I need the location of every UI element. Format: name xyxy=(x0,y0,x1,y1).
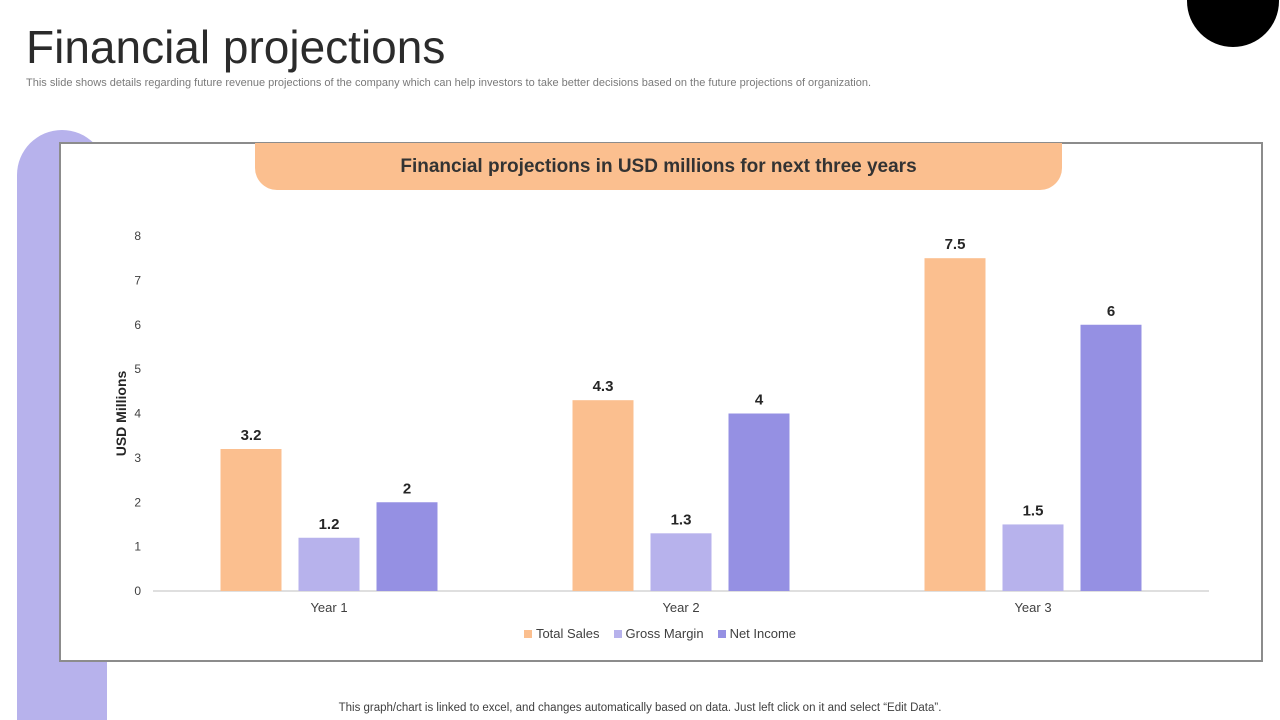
y-tick-label: 8 xyxy=(134,229,141,243)
page-title: Financial projections xyxy=(26,21,446,73)
legend-swatch-total-sales xyxy=(523,629,532,638)
x-tick-label: Year 3 xyxy=(1014,600,1051,615)
bar xyxy=(650,533,712,591)
x-tick-label: Year 1 xyxy=(310,600,347,615)
bar xyxy=(728,413,790,591)
y-tick-label: 3 xyxy=(134,451,141,465)
legend-swatch-net-income xyxy=(717,629,726,638)
bar-data-label: 1.3 xyxy=(671,511,692,528)
bar-data-label: 4 xyxy=(755,392,764,409)
legend-label-gross-margin: Gross Margin xyxy=(625,626,704,641)
legend-swatch-gross-margin xyxy=(613,629,622,638)
chart-legend: Total Sales Gross Margin Net Income xyxy=(0,626,1280,641)
y-tick-label: 7 xyxy=(134,273,141,287)
bar xyxy=(298,537,360,591)
bar xyxy=(220,449,282,591)
bar-data-label: 7.5 xyxy=(945,236,966,253)
x-tick-label: Year 2 xyxy=(662,600,699,615)
bar xyxy=(572,400,634,591)
y-tick-label: 2 xyxy=(134,495,141,509)
bar-data-label: 4.3 xyxy=(593,378,614,395)
bar-data-label: 1.2 xyxy=(319,516,340,533)
bar-data-label: 2 xyxy=(403,480,411,497)
y-tick-label: 0 xyxy=(134,584,141,598)
bar-data-label: 1.5 xyxy=(1023,502,1044,519)
chart-title: Financial projections in USD millions fo… xyxy=(400,155,917,177)
page-subtitle: This slide shows details regarding futur… xyxy=(26,77,872,89)
bar xyxy=(1002,524,1064,591)
y-axis-title: USD Millions xyxy=(113,371,129,457)
bar-data-label: 3.2 xyxy=(241,427,262,444)
legend-label-total-sales: Total Sales xyxy=(535,626,600,641)
bar xyxy=(376,502,438,591)
y-tick-label: 5 xyxy=(134,362,141,376)
y-tick-label: 4 xyxy=(134,407,141,421)
legend-item-gross-margin: Gross Margin xyxy=(613,626,704,641)
legend-item-net-income: Net Income xyxy=(717,626,797,641)
legend-label-net-income: Net Income xyxy=(729,626,797,641)
footnote: This graph/chart is linked to excel, and… xyxy=(338,702,942,714)
chart-title-banner: Financial projections in USD millions fo… xyxy=(255,143,1062,190)
y-tick-label: 1 xyxy=(134,540,141,554)
legend-item-total-sales: Total Sales xyxy=(523,626,600,641)
bar-data-label: 6 xyxy=(1107,303,1115,320)
y-tick-label: 6 xyxy=(134,318,141,332)
bar xyxy=(1080,324,1142,591)
bar xyxy=(924,258,986,591)
